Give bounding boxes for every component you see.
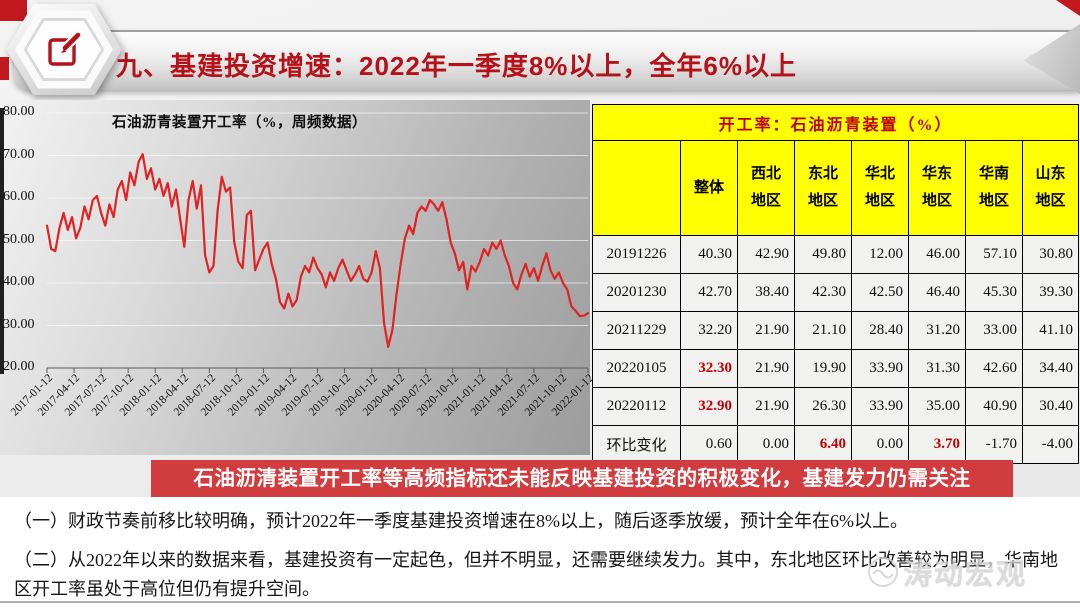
y-tick-label: 50.00: [3, 231, 35, 247]
table-cell: 0.00: [851, 425, 909, 464]
badge-hex-inner: [26, 20, 102, 79]
table-cell: 57.10: [965, 235, 1023, 274]
table-cell: 35.00: [908, 387, 966, 426]
table-cell: 3.70: [908, 425, 966, 464]
table-cell: 32.30: [680, 349, 738, 388]
table-column-header: 山东 地区: [1021, 140, 1080, 236]
table-cell: 21.10: [794, 311, 852, 350]
table-cell: 30.40: [1021, 387, 1080, 426]
table-column-header: 华东 地区: [908, 140, 966, 236]
left-red-accent: [0, 57, 9, 80]
table-column-header: 华南 地区: [965, 140, 1023, 236]
notes-section: （一）财政节奏前移比较明确，预计2022年一季度基建投资增速在8%以上，随后逐季…: [0, 497, 1080, 608]
slide-title: 九、基建投资增速：2022年一季度8%以上，全年6%以上: [116, 51, 797, 81]
table-cell: 40.30: [680, 235, 738, 274]
table-cell: 42.50: [851, 273, 909, 312]
y-tick-label: 70.00: [3, 146, 35, 162]
table-cell: 21.90: [737, 311, 795, 350]
table-column-header: 华北 地区: [851, 140, 909, 236]
table-row-label: 20201230: [592, 273, 681, 312]
table-cell: 45.30: [965, 273, 1023, 312]
table-cell: 26.30: [794, 387, 852, 426]
note-paragraph-1: （一）财政节奏前移比较明确，预计2022年一季度基建投资增速在8%以上，随后逐季…: [14, 511, 908, 531]
table-cell: 0.00: [737, 425, 795, 464]
table-row: 环比变化 0.60 0.00 6.40 0.00 3.70 -1.70 -4.00: [592, 425, 1080, 464]
table-row-label: 20191226: [592, 235, 681, 274]
table-cell: 28.40: [851, 311, 909, 350]
y-tick-label: 40.00: [3, 274, 35, 289]
chart-title: 石油沥青装置开工率（%，周频数据）: [112, 115, 367, 131]
y-tick-label: 30.00: [3, 316, 35, 332]
table-cell: 41.10: [1021, 311, 1080, 350]
regional-rates-table: 开工率：石油沥青装置（%） 整体 西北 地区 东北 地区 华北 地区 华东 地区 华南 地区 山东 地区 2…: [591, 104, 1080, 464]
table-cell: 42.60: [965, 349, 1023, 388]
highlight-banner: 石油沥清装置开工率等高频指标还未能反映基建投资的积极变化，基建发力仍需关注: [151, 460, 1013, 497]
corner-accent-top-left: [0, 0, 27, 21]
table-row: 20201230 42.70 38.40 42.30 42.50 46.40 45.30 39…: [592, 273, 1080, 312]
table-cell: 42.30: [794, 273, 852, 312]
table-cell: 32.20: [680, 311, 738, 350]
table-title: 开工率：石油沥青装置（%）: [591, 104, 1080, 141]
note-paragraph-2: （二）从2022年以来的数据来看，基建投资有一定起色，但并不明显，还需要继续发力…: [14, 550, 1058, 599]
table-cell: 31.30: [908, 349, 966, 388]
table-cell: -4.00: [1021, 425, 1080, 464]
table-cell: -1.70: [965, 425, 1023, 464]
table-column-header: 整体: [680, 140, 738, 236]
table-column-header: 东北 地区: [794, 140, 852, 236]
table-cell: 33.00: [965, 311, 1023, 350]
table-cell: 31.20: [908, 311, 966, 350]
table-row-label: 环比变化: [592, 425, 681, 464]
table-cell: 6.40: [794, 425, 852, 464]
edit-pencil-icon: [48, 30, 83, 66]
y-tick-label: 60.00: [3, 189, 35, 204]
table-row: 20220105 32.30 21.90 19.90 33.90 31.30 42.60 34…: [592, 349, 1080, 388]
table-cell: 33.90: [851, 387, 909, 426]
table-cell: 38.40: [737, 273, 795, 312]
y-tick-label: 20.00: [3, 359, 35, 374]
title-ribbon: [14, 30, 1080, 90]
table-cell: 46.00: [908, 235, 966, 274]
table-cell: 46.40: [908, 273, 966, 312]
edit-badge: [5, 1, 123, 98]
watermark: 涛动宏观: [866, 551, 1027, 593]
table-cell: 19.90: [794, 349, 852, 388]
watermark-logo-icon: [868, 557, 898, 587]
corner-accent-top-right: [1056, 0, 1080, 16]
table-cell: 40.90: [965, 387, 1023, 426]
table-row-label: 20211229: [592, 311, 681, 350]
table-cell: 49.80: [794, 235, 852, 274]
asphalt-operating-rate-line-chart: [45, 112, 590, 373]
table-cell: 33.90: [851, 349, 909, 388]
chart-left-strip: [0, 108, 4, 374]
watermark-text: 涛动宏观: [903, 559, 1028, 591]
table-column-header: 西北 地区: [737, 140, 795, 236]
table-row-label: 20220105: [592, 349, 681, 388]
table-cell: 21.90: [737, 387, 795, 426]
table-cell: 42.70: [680, 273, 738, 312]
data-line: [45, 153, 590, 348]
y-tick-label: 80.00: [3, 104, 35, 119]
table-cell: 42.90: [737, 235, 795, 274]
table-row: 20191226 40.30 42.90 49.80 12.00 46.00 57.10 30…: [592, 235, 1080, 274]
table-cell: 34.40: [1021, 349, 1080, 388]
table-cell: 32.90: [680, 387, 738, 426]
table-corner-cell: [592, 140, 681, 236]
bottom-divider: [0, 601, 1080, 603]
table-cell: 21.90: [737, 349, 795, 388]
table-cell: 39.30: [1021, 273, 1080, 312]
table-row: 20220112 32.90 21.90 26.30 33.90 35.00 40.90 30…: [592, 387, 1080, 426]
table-row-label: 20220112: [592, 387, 681, 426]
chart-panel: 石油沥青装置开工率（%，周频数据） 80.00 70.00 60.00 50.00 40…: [0, 100, 596, 455]
table-cell: 0.60: [680, 425, 738, 464]
table-cell: 30.80: [1021, 235, 1080, 274]
table-row: 20211229 32.20 21.90 21.10 28.40 31.20 33.00 41…: [592, 311, 1080, 350]
table-cell: 12.00: [851, 235, 909, 274]
